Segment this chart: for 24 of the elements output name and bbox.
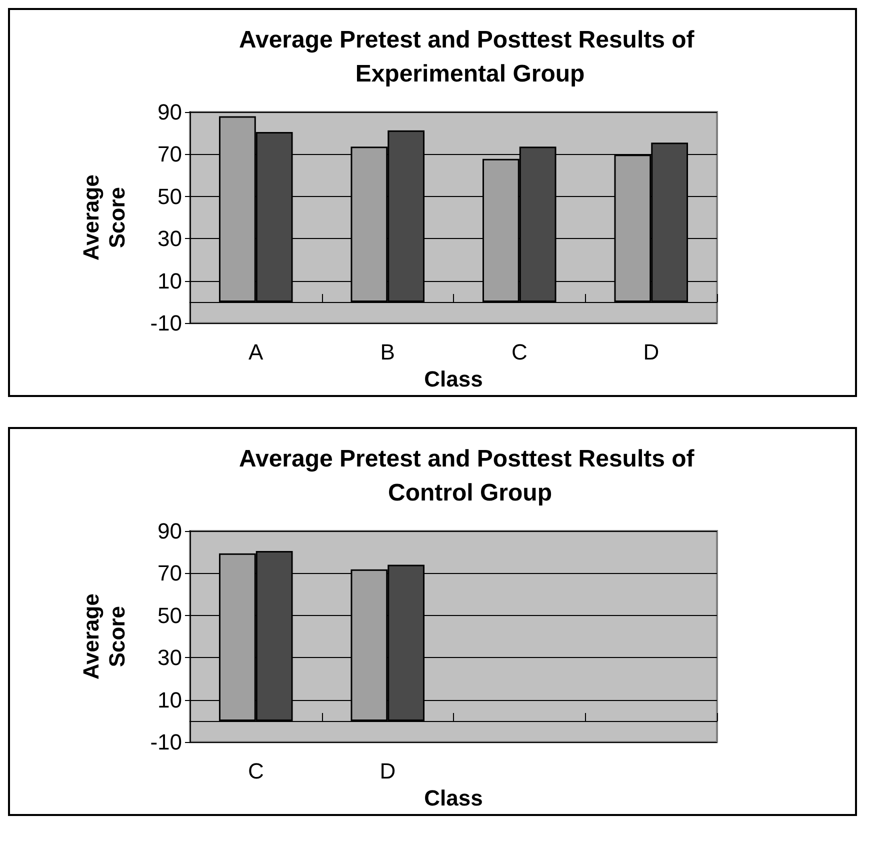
- y-tick-label: 90: [158, 518, 182, 544]
- y-axis-title: Average Score: [78, 594, 130, 680]
- y-tick-label: 10: [158, 268, 182, 294]
- y-tick-label: 30: [158, 226, 182, 252]
- x-tick-label: C: [248, 758, 264, 784]
- x-tick-label: C: [511, 340, 528, 365]
- x-tick-label: D: [380, 758, 396, 784]
- x-axis-title: Class: [424, 366, 483, 392]
- x-tick-label: D: [643, 340, 660, 365]
- y-tick-label: 50: [158, 184, 182, 209]
- y-tick-label: 70: [158, 142, 182, 167]
- y-tick-label: 70: [158, 560, 182, 586]
- x-tick-label: A: [248, 340, 264, 365]
- y-tick-label: -10: [150, 730, 182, 755]
- x-tick-label: B: [380, 340, 395, 365]
- x-axis-title: Class: [424, 786, 483, 810]
- y-tick-label: -10: [150, 310, 182, 336]
- y-tick-label: 10: [158, 687, 182, 712]
- y-tick-label: 50: [158, 602, 182, 628]
- chart-title: Average Pretest and Posttest Results of Experimental Group: [239, 26, 701, 88]
- chart-title: Average Pretest and Posttest Results of Control Group: [239, 446, 701, 506]
- y-axis-title: Average Score: [78, 174, 130, 261]
- y-tick-label: 90: [158, 100, 182, 124]
- y-tick-label: 30: [158, 645, 182, 670]
